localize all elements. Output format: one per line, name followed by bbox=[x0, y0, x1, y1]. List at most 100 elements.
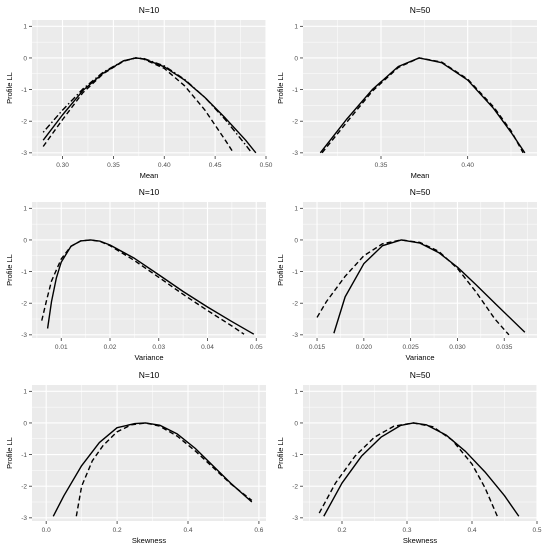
y-tick-label: 1 bbox=[23, 389, 27, 396]
minor-gridlines bbox=[303, 202, 537, 338]
y-tick-label: 0 bbox=[294, 55, 298, 62]
x-tick-label: 0.45 bbox=[209, 162, 222, 169]
y-axis-label: Profile LL bbox=[276, 254, 285, 286]
chart-panel-2: 0.35 0.40 -3 -2 -1 0 1 N=50 Mean Profile LL bbox=[276, 5, 537, 180]
x-tick-label: 0.35 bbox=[107, 162, 120, 169]
y-tick-label: -1 bbox=[292, 452, 298, 459]
y-tick-label: -3 bbox=[292, 150, 298, 157]
y-tick-label: -1 bbox=[292, 269, 298, 276]
x-tick-label: 0.01 bbox=[55, 344, 68, 351]
x-axis-label: Skewness bbox=[403, 536, 437, 545]
chart-panel-1: 0.30 0.35 0.40 0.45 0.50 -3 -2 -1 0 1 N=10 Mean Prof… bbox=[5, 5, 273, 180]
panel-background bbox=[303, 202, 537, 338]
series-line-dashed bbox=[42, 57, 235, 154]
major-gridlines bbox=[32, 20, 267, 156]
y-tick-label: 0 bbox=[294, 237, 298, 244]
y-tick-label: 1 bbox=[23, 206, 27, 213]
y-tick-label: -2 bbox=[21, 119, 27, 126]
chart-title: N=10 bbox=[139, 5, 160, 15]
panel-background bbox=[32, 20, 266, 156]
chart-panel-5: 0.0 0.2 0.4 0.6 -3 -2 -1 0 1 N=10 Skewness Profile … bbox=[5, 370, 266, 545]
x-tick-label: 0.40 bbox=[158, 162, 171, 169]
panel-background bbox=[32, 385, 266, 521]
panel-background bbox=[303, 385, 537, 521]
chart-title: N=10 bbox=[139, 370, 160, 380]
x-tick-label: 0.6 bbox=[254, 527, 263, 534]
y-axis-label: Profile LL bbox=[5, 437, 14, 469]
x-tick-label: 0.030 bbox=[449, 344, 466, 351]
x-tick-label: 0.30 bbox=[56, 162, 69, 169]
y-tick-label: 1 bbox=[23, 24, 27, 31]
x-tick-label: 0.015 bbox=[309, 344, 326, 351]
x-axis-label: Mean bbox=[411, 171, 430, 180]
y-axis-label: Profile LL bbox=[5, 72, 14, 104]
x-tick-label: 0.35 bbox=[375, 162, 388, 169]
x-tick-label: 0.035 bbox=[496, 344, 513, 351]
x-tick-label: 0.0 bbox=[42, 527, 51, 534]
series-line-solid bbox=[319, 57, 526, 154]
x-tick-label: 0.03 bbox=[152, 344, 165, 351]
x-tick-label: 0.02 bbox=[104, 344, 117, 351]
x-axis-label: Mean bbox=[140, 171, 159, 180]
series-line-dashed bbox=[321, 57, 524, 154]
y-tick-label: 0 bbox=[23, 55, 27, 62]
x-tick-label: 0.04 bbox=[201, 344, 214, 351]
minor-gridlines bbox=[32, 202, 266, 338]
y-tick-label: -3 bbox=[21, 150, 27, 157]
x-tick-label: 0.025 bbox=[402, 344, 419, 351]
chart-panel-4: 0.015 0.020 0.025 0.030 0.035 -3 -2 -1 0 1 N=50 Var… bbox=[276, 187, 537, 362]
x-tick-label: 0.3 bbox=[402, 527, 411, 534]
x-tick-label: 0.020 bbox=[356, 344, 373, 351]
x-axis-label: Skewness bbox=[132, 536, 166, 545]
chart-title: N=50 bbox=[410, 370, 431, 380]
chart-title: N=50 bbox=[410, 5, 431, 15]
series-line-dashed bbox=[316, 239, 510, 336]
x-axis-label: Variance bbox=[134, 353, 163, 362]
chart-panel-6: 0.2 0.3 0.4 0.5 -3 -2 -1 0 1 N=50 Skewness Profile … bbox=[276, 370, 542, 545]
y-axis-label: Profile LL bbox=[276, 72, 285, 104]
y-axis-label: Profile LL bbox=[5, 254, 14, 286]
x-axis-label: Variance bbox=[405, 353, 434, 362]
x-tick-label: 0.4 bbox=[467, 527, 476, 534]
series-line-solid bbox=[52, 422, 253, 517]
y-tick-label: -1 bbox=[21, 269, 27, 276]
chart-title: N=10 bbox=[139, 187, 160, 197]
x-tick-label: 0.4 bbox=[183, 527, 192, 534]
y-tick-label: -3 bbox=[21, 332, 27, 339]
x-tick-label: 0.50 bbox=[260, 162, 273, 169]
y-tick-label: 1 bbox=[294, 389, 298, 396]
y-tick-label: -3 bbox=[292, 332, 298, 339]
chart-panel-3: 0.01 0.02 0.03 0.04 0.05 -3 -2 -1 0 1 N=10 Variance… bbox=[5, 187, 266, 362]
y-axis-label: Profile LL bbox=[276, 437, 285, 469]
major-gridlines bbox=[32, 202, 266, 338]
y-tick-label: -3 bbox=[292, 515, 298, 522]
chart-title: N=50 bbox=[410, 187, 431, 197]
series-line-dotdash bbox=[42, 57, 253, 154]
minor-gridlines bbox=[303, 20, 537, 156]
series-line-solid bbox=[323, 422, 520, 517]
y-tick-label: 0 bbox=[294, 420, 298, 427]
y-tick-label: -2 bbox=[292, 301, 298, 308]
x-tick-label: 0.2 bbox=[113, 527, 122, 534]
y-tick-label: 0 bbox=[23, 237, 27, 244]
minor-gridlines bbox=[32, 385, 266, 521]
series-line-solid bbox=[46, 239, 255, 335]
y-tick-label: 0 bbox=[23, 420, 27, 427]
series-line-dashed bbox=[75, 422, 253, 517]
x-tick-label: 0.05 bbox=[250, 344, 263, 351]
y-tick-label: -2 bbox=[292, 484, 298, 491]
y-tick-label: -1 bbox=[21, 87, 27, 94]
y-tick-label: 1 bbox=[294, 24, 298, 31]
y-tick-label: -1 bbox=[292, 87, 298, 94]
panel-background bbox=[303, 20, 537, 156]
major-gridlines bbox=[303, 202, 537, 338]
y-tick-label: -2 bbox=[292, 119, 298, 126]
x-tick-label: 0.5 bbox=[532, 527, 541, 534]
major-gridlines bbox=[303, 20, 537, 156]
major-gridlines bbox=[303, 385, 538, 521]
y-tick-label: -1 bbox=[21, 452, 27, 459]
x-tick-label: 0.2 bbox=[337, 527, 346, 534]
series-line-dashed bbox=[41, 239, 245, 335]
y-tick-label: -2 bbox=[21, 301, 27, 308]
